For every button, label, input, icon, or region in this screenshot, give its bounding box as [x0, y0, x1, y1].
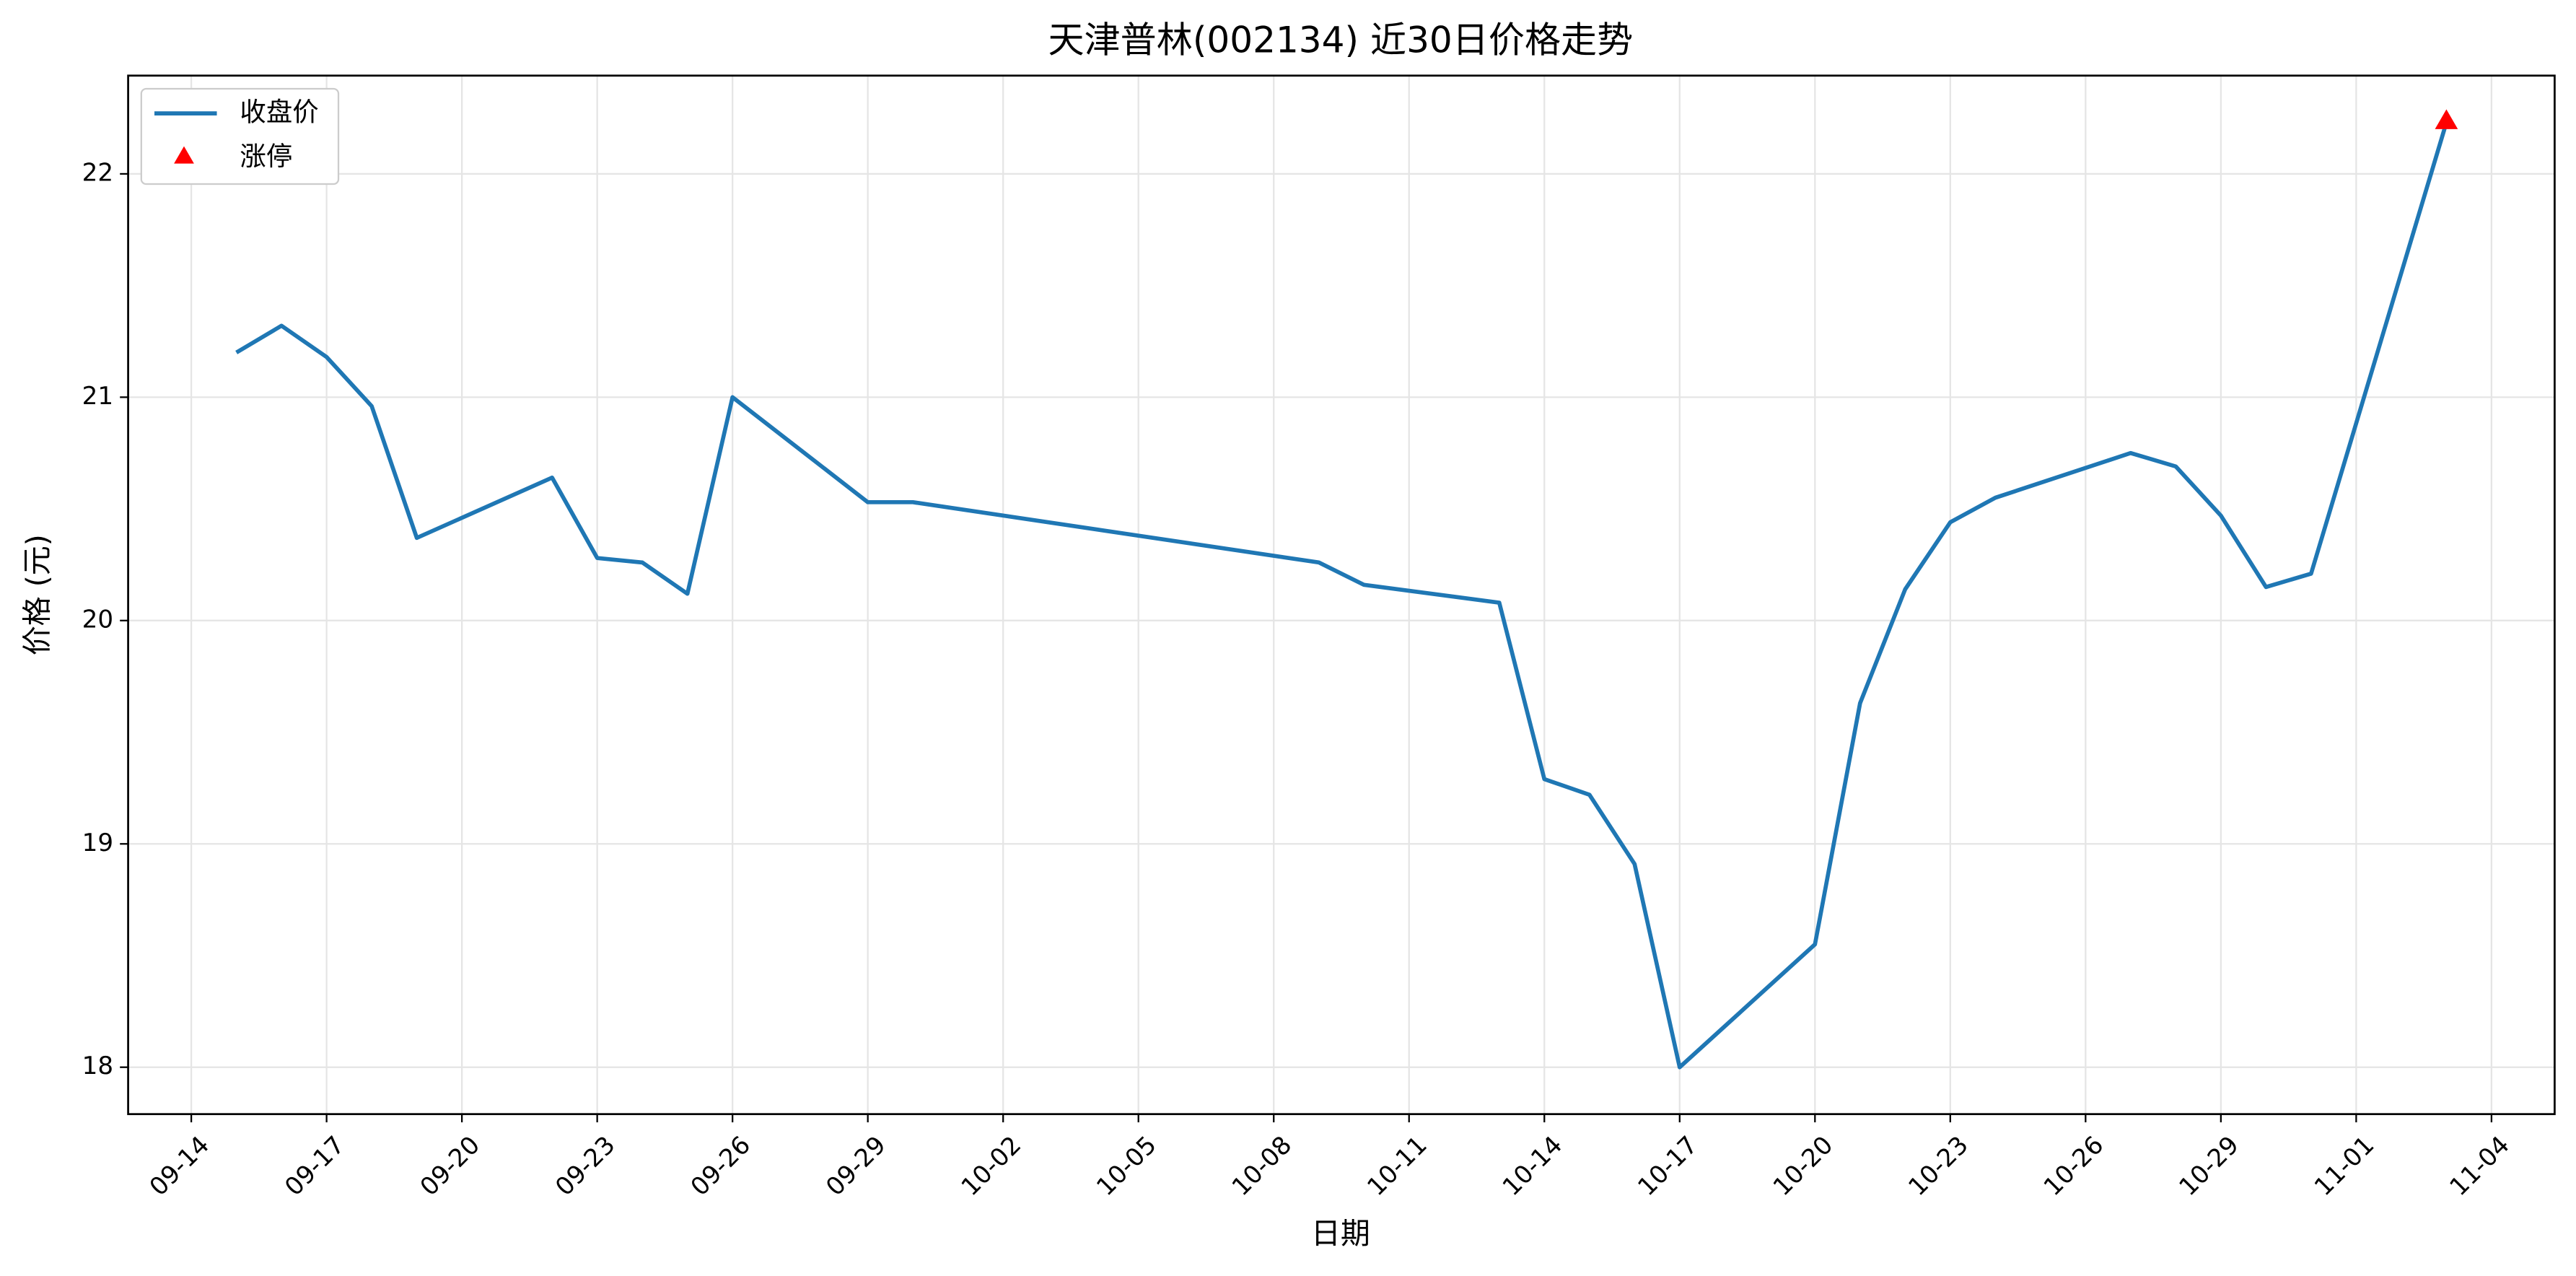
plot-frame [127, 74, 2556, 1116]
legend-label: 收盘价 [240, 97, 318, 128]
chart-title: 天津普林(002134) 近30日价格走势 [1048, 19, 1634, 61]
legend-marker [174, 146, 194, 164]
y-tick-label: 18 [82, 1052, 113, 1080]
y-axis-label: 价格 (元) [20, 534, 55, 655]
y-tick-label: 21 [82, 382, 113, 411]
y-tick-label: 20 [82, 605, 113, 634]
limit-up-marker [2435, 109, 2458, 129]
y-tick-label: 22 [82, 158, 113, 187]
legend-label: 涨停 [240, 141, 292, 172]
price-line [235, 121, 2449, 1070]
y-tick-label: 19 [82, 829, 113, 857]
x-axis-label: 日期 [1311, 1216, 1370, 1251]
